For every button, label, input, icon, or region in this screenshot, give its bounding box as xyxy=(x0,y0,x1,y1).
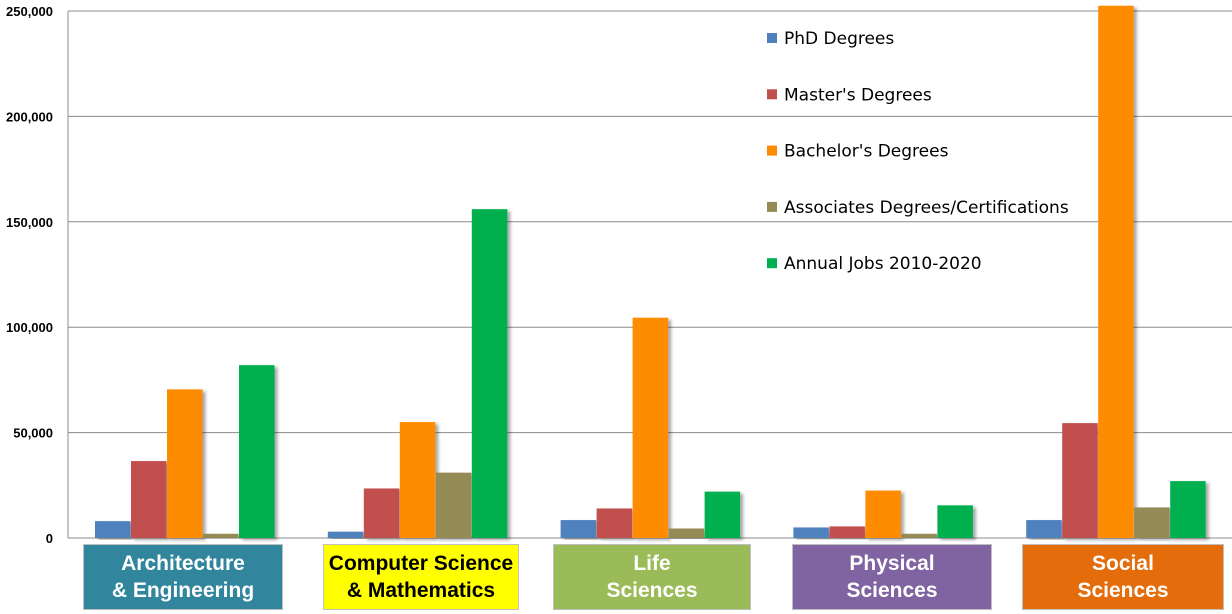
y-tick-label: 150,000 xyxy=(6,215,53,230)
bar xyxy=(203,533,239,538)
bar xyxy=(793,527,829,538)
y-tick-label: 250,000 xyxy=(6,4,53,19)
legend-label: PhD Degrees xyxy=(784,29,894,49)
y-tick-label: 100,000 xyxy=(6,320,53,335)
bar xyxy=(1062,423,1098,538)
x-category-label: Architecture & Engineering xyxy=(83,544,283,610)
x-category-label: Life Sciences xyxy=(553,544,751,610)
x-category-label: Physical Sciences xyxy=(792,544,992,610)
legend-swatch xyxy=(767,89,777,100)
legend-swatch xyxy=(767,145,777,156)
legend-swatch xyxy=(767,33,777,43)
bar xyxy=(704,491,741,538)
bar xyxy=(399,422,436,538)
bar xyxy=(865,490,901,538)
bar xyxy=(632,317,669,538)
bar xyxy=(829,526,865,538)
bar xyxy=(1134,507,1170,538)
bar xyxy=(937,505,973,538)
bar xyxy=(901,533,937,538)
bar xyxy=(167,389,203,538)
bar xyxy=(131,461,167,538)
legend-label: Annual Jobs 2010-2020 xyxy=(784,254,982,274)
x-category-label: Computer Science & Mathematics xyxy=(323,544,519,610)
bar xyxy=(327,531,364,538)
bar xyxy=(435,472,472,538)
bar xyxy=(363,488,400,538)
legend-swatch xyxy=(767,258,777,269)
y-tick-label: 0 xyxy=(46,531,53,546)
legend-label: Associates Degrees/Certifications xyxy=(784,198,1069,218)
bar xyxy=(239,365,275,538)
legend-swatch xyxy=(767,201,777,212)
bar xyxy=(1170,481,1206,538)
y-tick-label: 200,000 xyxy=(6,109,53,124)
bar xyxy=(560,520,597,538)
bar xyxy=(596,508,633,538)
bar xyxy=(95,521,131,538)
y-tick-label: 50,000 xyxy=(13,426,53,441)
bar xyxy=(1026,520,1062,538)
bar xyxy=(471,209,508,539)
legend-label: Bachelor's Degrees xyxy=(784,142,949,162)
x-category-label: Social Sciences xyxy=(1022,544,1224,610)
bar xyxy=(668,528,705,538)
legend-label: Master's Degrees xyxy=(784,85,932,105)
bar xyxy=(1098,5,1134,539)
